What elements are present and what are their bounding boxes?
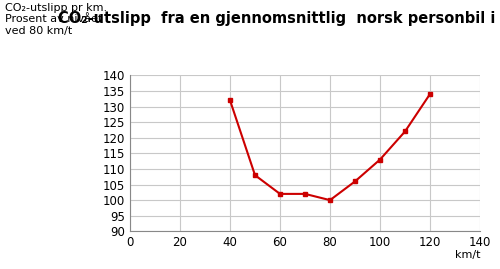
Text: CO₂-utslipp  fra en gjennomsnittlig  norsk personbil i 2014: CO₂-utslipp fra en gjennomsnittlig norsk…: [58, 11, 500, 26]
Text: CO₂-utslipp pr km.
Prosent av nivået
ved 80 km/t: CO₂-utslipp pr km. Prosent av nivået ved…: [5, 3, 107, 36]
Text: km/t: km/t: [454, 250, 480, 260]
